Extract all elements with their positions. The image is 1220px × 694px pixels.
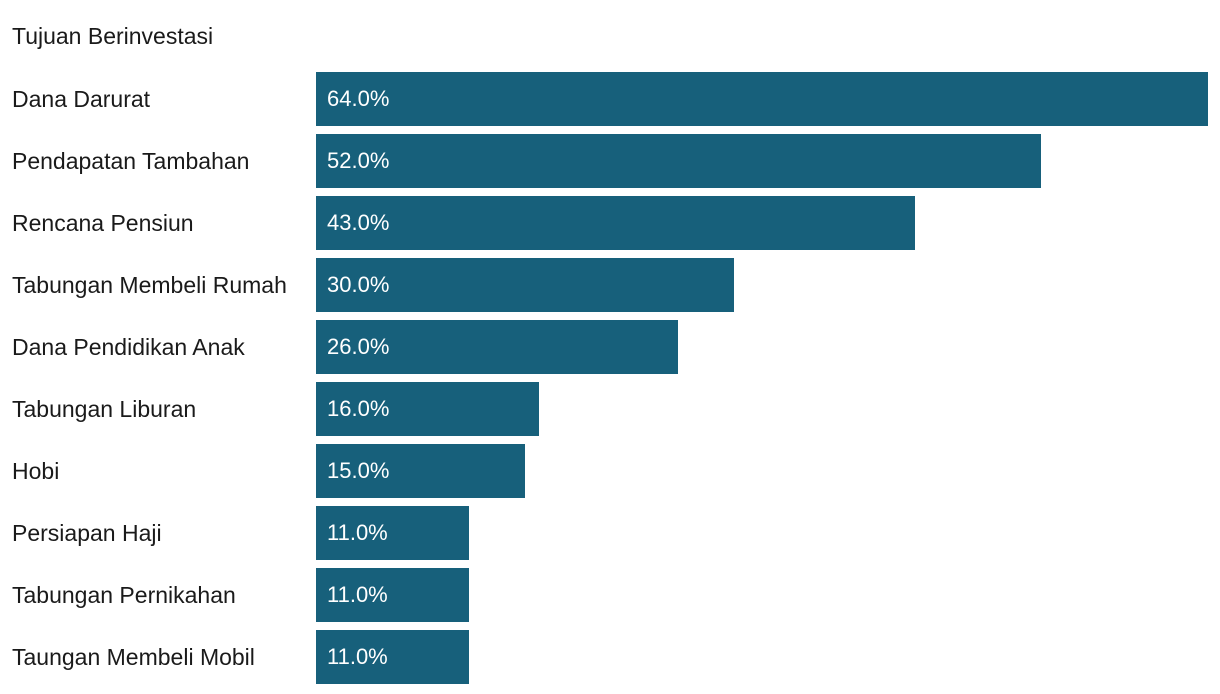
bar-row: Tabungan Liburan 16.0% (0, 382, 1220, 436)
category-label: Taungan Membeli Mobil (12, 644, 255, 670)
bar (316, 630, 469, 684)
bar-row: Taungan Membeli Mobil 11.0% (0, 630, 1220, 684)
bar-row: Rencana Pensiun 43.0% (0, 196, 1220, 250)
bar (316, 506, 469, 560)
bar-row: Pendapatan Tambahan 52.0% (0, 134, 1220, 188)
bar-row: Tabungan Membeli Rumah 30.0% (0, 258, 1220, 312)
bar (316, 444, 525, 498)
category-label: Dana Darurat (12, 86, 151, 112)
bar-row: Dana Darurat 64.0% (0, 72, 1220, 126)
bar-row: Hobi 15.0% (0, 444, 1220, 498)
value-label: 11.0% (327, 520, 388, 545)
bar-row: Tabungan Pernikahan 11.0% (0, 568, 1220, 622)
bar-row: Persiapan Haji 11.0% (0, 506, 1220, 560)
category-label: Dana Pendidikan Anak (12, 334, 245, 360)
bar (316, 320, 678, 374)
bar (316, 568, 469, 622)
value-label: 11.0% (327, 582, 388, 607)
bar (316, 382, 539, 436)
category-label: Hobi (12, 458, 60, 484)
bar (316, 134, 1041, 188)
value-label: 15.0% (327, 458, 390, 483)
value-label: 43.0% (327, 210, 390, 235)
chart-title: Tujuan Berinvestasi (12, 23, 214, 49)
value-label: 11.0% (327, 644, 388, 669)
category-label: Pendapatan Tambahan (12, 148, 250, 174)
category-label: Tabungan Liburan (12, 396, 197, 422)
value-label: 64.0% (327, 86, 390, 111)
bar-row: Dana Pendidikan Anak 26.0% (0, 320, 1220, 374)
value-label: 52.0% (327, 148, 390, 173)
category-label: Persiapan Haji (12, 520, 162, 546)
category-label: Tabungan Pernikahan (12, 582, 236, 608)
bar (316, 72, 1208, 126)
value-label: 26.0% (327, 334, 390, 359)
bar (316, 258, 734, 312)
value-label: 16.0% (327, 396, 390, 421)
category-label: Tabungan Membeli Rumah (12, 272, 287, 298)
value-label: 30.0% (327, 272, 390, 297)
category-label: Rencana Pensiun (12, 210, 194, 236)
bar (316, 196, 915, 250)
